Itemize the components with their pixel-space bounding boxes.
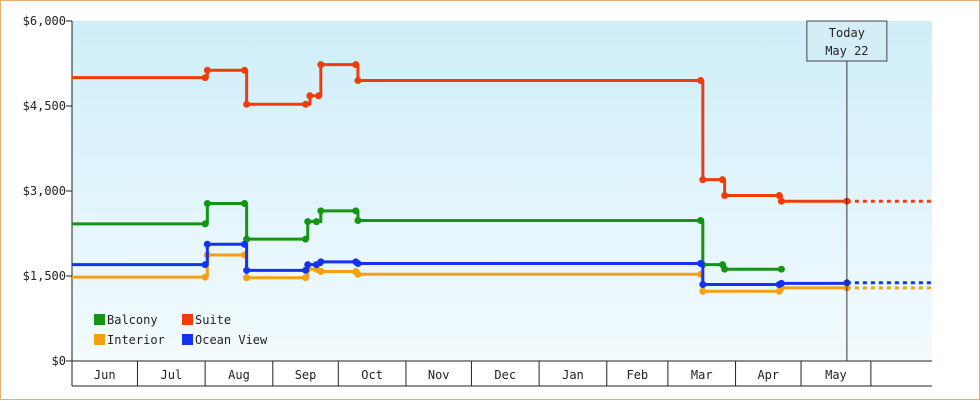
y-tick-label: $3,000	[23, 184, 66, 198]
data-point-suite	[317, 61, 325, 69]
data-point-suite	[697, 77, 705, 84]
y-tick-label: $0	[52, 354, 66, 368]
data-point-interior	[302, 274, 310, 282]
data-point-ocean-view	[243, 266, 251, 274]
data-point-balcony	[240, 199, 248, 207]
data-point-ocean-view	[201, 261, 209, 269]
data-point-balcony	[312, 218, 320, 226]
data-point-ocean-view	[304, 261, 312, 269]
x-tick-label: Apr	[757, 368, 779, 382]
data-point-suite	[315, 92, 323, 100]
x-tick-label: Feb	[626, 368, 648, 382]
series-suite	[72, 61, 932, 205]
x-tick-label: Jan	[562, 368, 584, 382]
x-tick-label: Nov	[428, 368, 450, 382]
legend-label-interior: Interior	[107, 333, 165, 347]
legend-swatch-ocean-view	[182, 334, 193, 345]
legend: Balcony Suite Interior Ocean View	[94, 313, 268, 347]
data-point-balcony	[317, 207, 325, 215]
data-point-suite	[240, 66, 248, 74]
data-point-ocean-view	[354, 260, 362, 268]
data-point-ocean-view	[203, 240, 211, 248]
data-point-ocean-view	[317, 258, 325, 266]
y-tick-label: $6,000	[23, 14, 66, 28]
data-point-suite	[352, 61, 360, 69]
legend-label-ocean-view: Ocean View	[195, 333, 268, 347]
data-point-balcony	[203, 199, 211, 207]
legend-swatch-suite	[182, 314, 193, 325]
data-point-ocean-view	[240, 240, 248, 248]
data-point-suite	[302, 100, 310, 108]
data-point-balcony	[354, 216, 362, 224]
x-tick-label: Jun	[94, 368, 116, 382]
data-point-suite	[354, 77, 362, 84]
series-ocean-view	[72, 240, 932, 288]
data-point-interior	[699, 287, 707, 295]
x-tick-label: Sep	[295, 368, 317, 382]
data-point-interior	[317, 267, 325, 275]
data-point-ocean-view	[302, 266, 310, 274]
today-label: Today	[829, 26, 865, 40]
x-tick-label: Aug	[228, 368, 250, 382]
plot-background	[72, 21, 932, 361]
series-line-balcony	[72, 201, 782, 271]
x-axis: Jun Jul Aug Sep Oct Nov Dec Jan Feb Mar Apr May	[71, 360, 932, 387]
data-point-ocean-view	[699, 281, 707, 288]
data-point-balcony	[201, 220, 209, 228]
data-point-interior	[201, 273, 209, 281]
data-point-suite	[777, 197, 785, 205]
legend-swatch-interior	[94, 334, 105, 345]
legend-swatch-balcony	[94, 314, 105, 325]
x-tick-label: Mar	[691, 368, 713, 382]
series-layer	[72, 61, 932, 295]
data-point-balcony	[352, 207, 360, 215]
today-marker: Today May 22	[806, 20, 888, 361]
data-point-balcony	[697, 216, 705, 224]
data-point-suite	[775, 192, 783, 200]
x-tick-label: May	[825, 368, 847, 382]
data-point-interior	[354, 270, 362, 278]
data-point-suite	[203, 66, 211, 74]
data-point-ocean-view	[697, 260, 705, 268]
data-point-suite	[721, 192, 729, 200]
y-tick-label: $4,500	[23, 99, 66, 113]
data-point-suite	[699, 176, 707, 184]
legend-label-suite: Suite	[195, 313, 231, 327]
data-point-balcony	[304, 218, 312, 226]
x-tick-label: Jul	[160, 368, 182, 382]
legend-label-balcony: Balcony	[107, 313, 158, 327]
data-point-suite	[306, 92, 314, 100]
y-tick-label: $1,500	[23, 269, 66, 283]
data-point-balcony	[721, 265, 729, 273]
x-tick-label: Oct	[361, 368, 383, 382]
data-point-suite	[718, 176, 726, 184]
data-point-suite	[243, 100, 251, 108]
today-label-box	[806, 20, 888, 62]
data-point-balcony	[302, 235, 310, 243]
data-point-interior	[243, 274, 251, 282]
today-date-label: May 22	[825, 44, 868, 58]
data-point-balcony	[777, 265, 785, 273]
data-point-ocean-view	[777, 279, 785, 287]
data-point-suite	[201, 74, 209, 82]
y-axis: $0 $1,500 $3,000 $4,500 $6,000	[23, 14, 73, 368]
x-tick-label: Dec	[494, 368, 516, 382]
